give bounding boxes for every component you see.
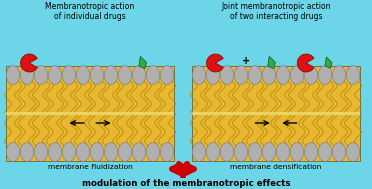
Ellipse shape (262, 143, 276, 161)
Ellipse shape (332, 66, 346, 84)
Ellipse shape (132, 66, 146, 84)
Ellipse shape (304, 66, 318, 84)
Ellipse shape (290, 66, 304, 84)
Ellipse shape (290, 143, 304, 161)
Ellipse shape (346, 66, 360, 84)
Text: membrane fluidization: membrane fluidization (48, 164, 132, 170)
Ellipse shape (346, 143, 360, 161)
Ellipse shape (20, 66, 34, 84)
Ellipse shape (332, 143, 346, 161)
Ellipse shape (248, 66, 262, 84)
Polygon shape (139, 56, 147, 69)
Ellipse shape (90, 143, 104, 161)
Ellipse shape (234, 66, 248, 84)
Ellipse shape (118, 66, 132, 84)
Ellipse shape (220, 66, 234, 84)
Bar (192, 66, 360, 161)
Wedge shape (297, 54, 314, 72)
Wedge shape (20, 54, 37, 72)
Ellipse shape (76, 66, 90, 84)
Ellipse shape (262, 66, 276, 84)
Ellipse shape (48, 143, 62, 161)
Ellipse shape (160, 66, 174, 84)
Ellipse shape (118, 143, 132, 161)
Ellipse shape (104, 66, 118, 84)
Text: +: + (242, 57, 250, 67)
Ellipse shape (76, 143, 90, 161)
Ellipse shape (20, 143, 34, 161)
Polygon shape (268, 56, 275, 69)
Ellipse shape (276, 66, 290, 84)
Ellipse shape (62, 143, 76, 161)
Ellipse shape (34, 143, 48, 161)
Ellipse shape (192, 66, 206, 84)
Ellipse shape (90, 66, 104, 84)
Ellipse shape (34, 66, 48, 84)
Ellipse shape (206, 66, 220, 84)
Text: Membranotropic action
of individual drugs: Membranotropic action of individual drug… (45, 2, 135, 21)
Ellipse shape (104, 143, 118, 161)
Ellipse shape (62, 66, 76, 84)
Bar (6, 66, 174, 161)
Ellipse shape (234, 143, 248, 161)
Ellipse shape (318, 143, 332, 161)
Bar (6, 112, 174, 115)
Ellipse shape (192, 143, 206, 161)
Ellipse shape (206, 143, 220, 161)
Ellipse shape (220, 143, 234, 161)
Wedge shape (206, 54, 223, 72)
Ellipse shape (160, 143, 174, 161)
Ellipse shape (318, 66, 332, 84)
Ellipse shape (6, 143, 20, 161)
Bar (192, 112, 360, 115)
Text: modulation of the membranotropic effects: modulation of the membranotropic effects (82, 179, 290, 188)
Ellipse shape (132, 143, 146, 161)
Ellipse shape (6, 66, 20, 84)
Ellipse shape (48, 66, 62, 84)
Ellipse shape (276, 143, 290, 161)
Ellipse shape (146, 66, 160, 84)
Text: Joint membranotropic action
of two interacting drugs: Joint membranotropic action of two inter… (221, 2, 331, 21)
Polygon shape (325, 57, 332, 68)
Text: membrane densification: membrane densification (230, 164, 322, 170)
Ellipse shape (304, 143, 318, 161)
Ellipse shape (248, 143, 262, 161)
Ellipse shape (146, 143, 160, 161)
